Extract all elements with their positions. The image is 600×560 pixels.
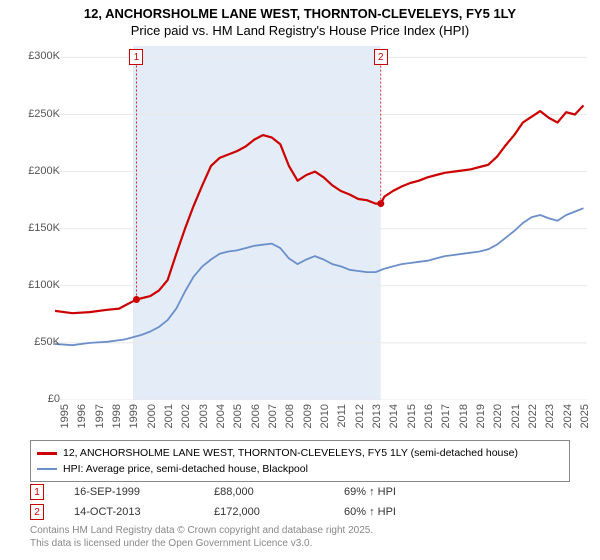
- x-tick-label: 2012: [354, 404, 366, 434]
- x-tick-label: 2015: [406, 404, 418, 434]
- x-tick-label: 2025: [579, 404, 591, 434]
- x-tick-label: 2011: [336, 404, 348, 434]
- transaction-hpi: 60% ↑ HPI: [344, 506, 464, 518]
- transactions: 1 16-SEP-1999 £88,000 69% ↑ HPI 2 14-OCT…: [30, 482, 570, 522]
- x-tick-label: 2009: [302, 404, 314, 434]
- y-tick-label: £100K: [15, 279, 60, 291]
- title-line1: 12, ANCHORSHOLME LANE WEST, THORNTON-CLE…: [0, 0, 600, 21]
- x-tick-label: 1998: [111, 404, 123, 434]
- x-tick-label: 2022: [527, 404, 539, 434]
- x-tick-label: 2002: [180, 404, 192, 434]
- title-line2: Price paid vs. HM Land Registry's House …: [0, 21, 600, 38]
- chart-svg: [55, 46, 587, 400]
- x-tick-label: 2003: [198, 404, 210, 434]
- y-tick-label: £200K: [15, 165, 60, 177]
- x-tick-label: 2004: [215, 404, 227, 434]
- transaction-row: 1 16-SEP-1999 £88,000 69% ↑ HPI: [30, 482, 570, 502]
- x-tick-label: 2017: [440, 404, 452, 434]
- x-tick-label: 2013: [371, 404, 383, 434]
- legend: 12, ANCHORSHOLME LANE WEST, THORNTON-CLE…: [30, 440, 570, 482]
- legend-item-hpi: HPI: Average price, semi-detached house,…: [37, 461, 563, 477]
- x-tick-label: 2014: [388, 404, 400, 434]
- footer-line2: This data is licensed under the Open Gov…: [30, 537, 373, 550]
- sale-flag: 2: [374, 49, 388, 65]
- y-tick-label: £50K: [15, 336, 60, 348]
- legend-swatch-hpi: [37, 468, 57, 470]
- x-tick-label: 1999: [128, 404, 140, 434]
- x-tick-label: 2020: [492, 404, 504, 434]
- transaction-row: 2 14-OCT-2013 £172,000 60% ↑ HPI: [30, 502, 570, 522]
- x-tick-label: 2005: [232, 404, 244, 434]
- legend-label-property: 12, ANCHORSHOLME LANE WEST, THORNTON-CLE…: [63, 447, 518, 459]
- x-tick-label: 2019: [475, 404, 487, 434]
- x-tick-label: 2018: [458, 404, 470, 434]
- transaction-date: 14-OCT-2013: [74, 506, 214, 518]
- y-tick-label: £0: [15, 393, 60, 405]
- x-tick-label: 2008: [284, 404, 296, 434]
- x-tick-label: 1996: [76, 404, 88, 434]
- x-tick-label: 2006: [250, 404, 262, 434]
- x-tick-label: 2007: [267, 404, 279, 434]
- transaction-flag: 1: [30, 484, 44, 500]
- legend-label-hpi: HPI: Average price, semi-detached house,…: [63, 463, 308, 475]
- transaction-date: 16-SEP-1999: [74, 486, 214, 498]
- x-tick-label: 2000: [146, 404, 158, 434]
- x-tick-label: 2001: [163, 404, 175, 434]
- y-tick-label: £300K: [15, 50, 60, 62]
- x-tick-label: 2010: [319, 404, 331, 434]
- x-tick-label: 2023: [544, 404, 556, 434]
- x-tick-label: 2021: [510, 404, 522, 434]
- sale-flag: 1: [129, 49, 143, 65]
- x-tick-label: 2024: [562, 404, 574, 434]
- transaction-flag: 2: [30, 504, 44, 520]
- footer-line1: Contains HM Land Registry data © Crown c…: [30, 524, 373, 537]
- transaction-price: £88,000: [214, 486, 344, 498]
- transaction-hpi: 69% ↑ HPI: [344, 486, 464, 498]
- footer: Contains HM Land Registry data © Crown c…: [30, 524, 373, 550]
- x-tick-label: 2016: [423, 404, 435, 434]
- x-tick-label: 1995: [59, 404, 71, 434]
- legend-item-property: 12, ANCHORSHOLME LANE WEST, THORNTON-CLE…: [37, 445, 563, 461]
- legend-swatch-property: [37, 452, 57, 455]
- chart: [55, 46, 587, 400]
- transaction-price: £172,000: [214, 506, 344, 518]
- x-tick-label: 1997: [94, 404, 106, 434]
- y-tick-label: £150K: [15, 222, 60, 234]
- y-tick-label: £250K: [15, 108, 60, 120]
